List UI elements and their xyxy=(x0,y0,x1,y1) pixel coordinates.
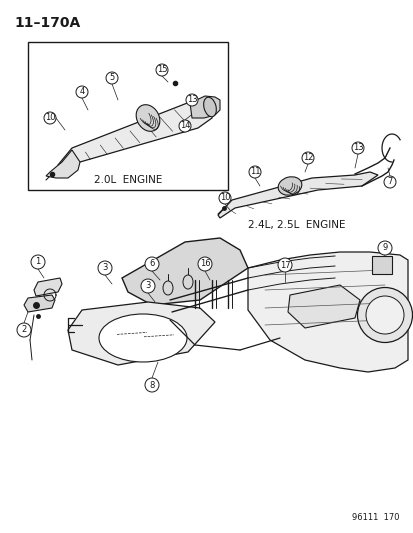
Circle shape xyxy=(98,261,112,275)
Text: 96111  170: 96111 170 xyxy=(351,513,399,522)
Text: 4: 4 xyxy=(79,87,84,96)
Circle shape xyxy=(156,64,168,76)
Text: 2.4L, 2.5L  ENGINE: 2.4L, 2.5L ENGINE xyxy=(247,220,345,230)
Text: 6: 6 xyxy=(149,260,154,269)
Text: 12: 12 xyxy=(302,154,313,163)
Polygon shape xyxy=(287,285,359,328)
Text: 1: 1 xyxy=(35,257,40,266)
Text: 15: 15 xyxy=(157,66,167,75)
Text: 13: 13 xyxy=(186,95,197,104)
Ellipse shape xyxy=(136,104,159,131)
Circle shape xyxy=(301,152,313,164)
FancyBboxPatch shape xyxy=(28,42,228,190)
Text: 13: 13 xyxy=(352,143,363,152)
Polygon shape xyxy=(190,96,219,118)
Ellipse shape xyxy=(163,281,173,295)
Circle shape xyxy=(76,86,88,98)
Polygon shape xyxy=(371,256,391,274)
Text: 10: 10 xyxy=(219,193,230,203)
Ellipse shape xyxy=(278,177,301,195)
Text: 8: 8 xyxy=(149,381,154,390)
Ellipse shape xyxy=(365,296,403,334)
Circle shape xyxy=(145,378,159,392)
Text: 5: 5 xyxy=(109,74,114,83)
Polygon shape xyxy=(34,278,62,296)
Text: 14: 14 xyxy=(179,122,190,131)
Ellipse shape xyxy=(99,314,187,362)
Text: 7: 7 xyxy=(387,177,392,187)
Circle shape xyxy=(377,241,391,255)
Circle shape xyxy=(218,192,230,204)
Polygon shape xyxy=(46,150,80,178)
Circle shape xyxy=(248,166,260,178)
Text: 2.0L  ENGINE: 2.0L ENGINE xyxy=(94,175,162,185)
Circle shape xyxy=(277,258,291,272)
Text: 11–170A: 11–170A xyxy=(14,16,80,30)
Polygon shape xyxy=(58,100,214,170)
Circle shape xyxy=(185,94,197,106)
Circle shape xyxy=(17,323,31,337)
Text: 17: 17 xyxy=(279,261,290,270)
Polygon shape xyxy=(218,172,377,218)
Circle shape xyxy=(141,279,154,293)
Circle shape xyxy=(178,120,190,132)
Circle shape xyxy=(31,255,45,269)
Polygon shape xyxy=(68,302,214,365)
Circle shape xyxy=(351,142,363,154)
Circle shape xyxy=(197,257,211,271)
Text: 2: 2 xyxy=(21,326,26,335)
Circle shape xyxy=(383,176,395,188)
Polygon shape xyxy=(24,295,55,312)
Circle shape xyxy=(106,72,118,84)
Ellipse shape xyxy=(183,275,192,289)
Ellipse shape xyxy=(357,287,411,343)
Polygon shape xyxy=(122,238,247,305)
Text: 3: 3 xyxy=(145,281,150,290)
Text: 9: 9 xyxy=(382,244,387,253)
Text: 16: 16 xyxy=(199,260,210,269)
Circle shape xyxy=(44,112,56,124)
Ellipse shape xyxy=(203,97,216,117)
Polygon shape xyxy=(247,252,407,372)
Circle shape xyxy=(145,257,159,271)
Text: 11: 11 xyxy=(249,167,260,176)
Text: 3: 3 xyxy=(102,263,107,272)
Text: 10: 10 xyxy=(45,114,55,123)
